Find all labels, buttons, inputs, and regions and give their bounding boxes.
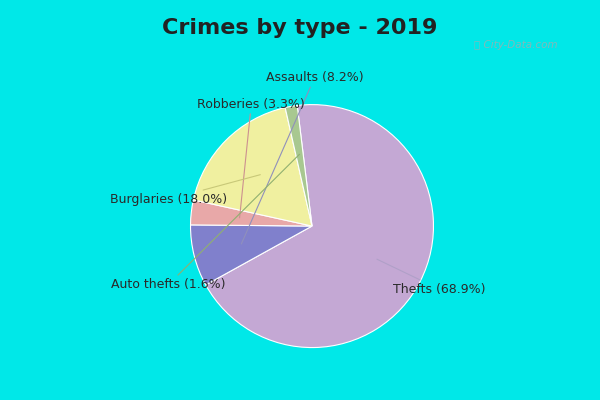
Text: Auto thefts (1.6%): Auto thefts (1.6%): [112, 154, 299, 291]
Text: Crimes by type - 2019: Crimes by type - 2019: [163, 18, 437, 38]
Wedge shape: [191, 200, 312, 226]
Text: Thefts (68.9%): Thefts (68.9%): [377, 259, 486, 296]
Text: ⓘ City-Data.com: ⓘ City-Data.com: [475, 40, 558, 50]
Wedge shape: [191, 225, 312, 285]
Text: Assaults (8.2%): Assaults (8.2%): [241, 71, 363, 244]
Wedge shape: [193, 108, 312, 226]
Wedge shape: [285, 106, 312, 226]
Text: Burglaries (18.0%): Burglaries (18.0%): [110, 175, 260, 206]
Wedge shape: [206, 104, 433, 348]
Text: Robberies (3.3%): Robberies (3.3%): [197, 98, 305, 218]
